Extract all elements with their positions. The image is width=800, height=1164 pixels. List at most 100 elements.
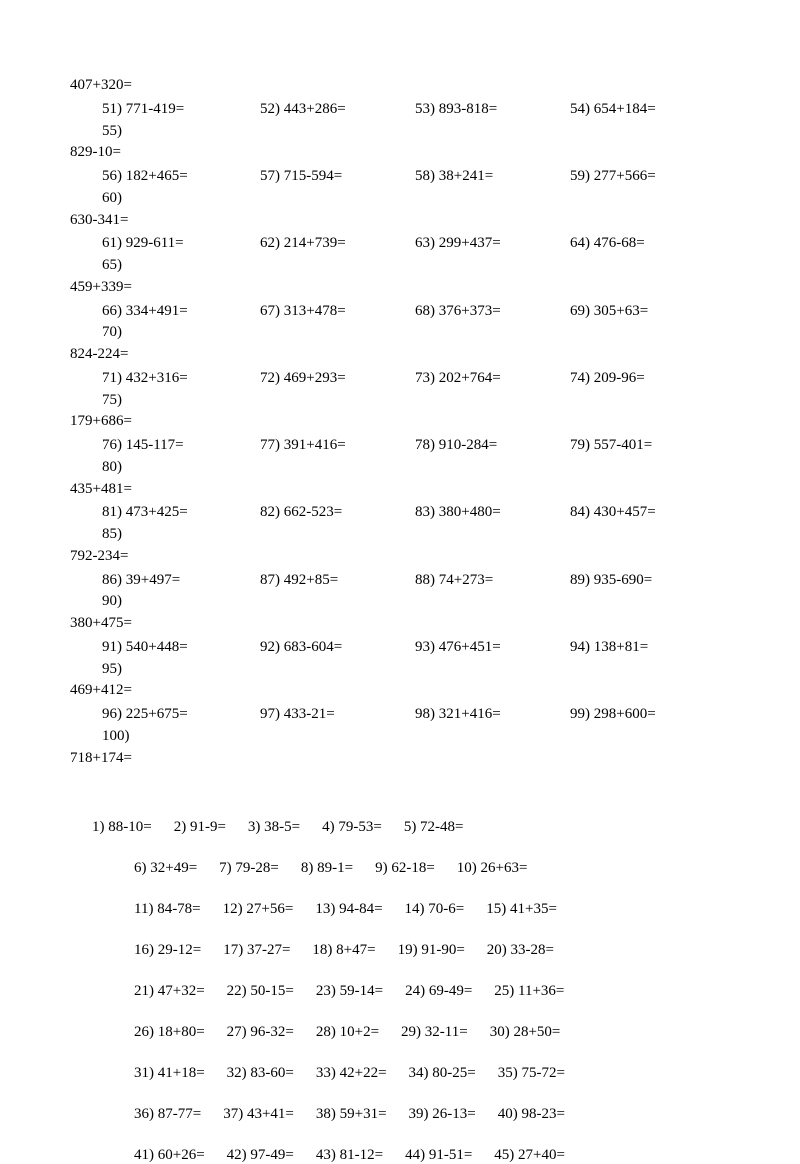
problem-item: 83) 380+480= [415,502,570,524]
problem-group: 86) 39+497=87) 492+85=88) 74+273=89) 935… [70,570,730,635]
wrapped-problem: 459+339= [70,277,730,299]
problem-row: 26) 18+80=27) 96-32=28) 10+2=29) 32-11=3… [92,1024,730,1041]
wrapped-problem: 380+475= [70,613,730,635]
problem-number-trailing: 60) [102,188,122,210]
problem-item: 97) 433-21= [260,704,415,726]
problem-item: 73) 202+764= [415,368,570,390]
problem-line: 66) 334+491=67) 313+478=68) 376+373=69) … [70,301,730,345]
problem-item: 84) 430+457= [570,502,725,524]
problem-row: 1) 88-10=2) 91-9=3) 38-5=4) 79-53=5) 72-… [92,819,730,836]
problem-item: 74) 209-96= [570,368,725,390]
problem-group: 91) 540+448=92) 683-604=93) 476+451=94) … [70,637,730,702]
problem-item: 10) 26+63= [457,860,528,877]
wrapped-problem: 179+686= [70,411,730,433]
problem-item: 56) 182+465= [102,166,260,188]
problem-item: 22) 50-15= [227,983,294,1000]
problem-group: 71) 432+316=72) 469+293=73) 202+764=74) … [70,368,730,433]
problem-item: 42) 97-49= [227,1147,294,1164]
problem-item: 43) 81-12= [316,1147,383,1164]
problem-item: 6) 32+49= [134,860,197,877]
problem-item: 92) 683-604= [260,637,415,659]
problem-line: 86) 39+497=87) 492+85=88) 74+273=89) 935… [70,570,730,614]
problem-item: 32) 83-60= [227,1065,294,1082]
problem-item: 34) 80-25= [409,1065,476,1082]
wrapped-problem: 829-10= [70,142,730,164]
problem-number-trailing: 90) [102,591,122,613]
problem-line: 76) 145-117=77) 391+416=78) 910-284=79) … [70,435,730,479]
problem-number-trailing: 55) [102,121,122,143]
problem-item: 26) 18+80= [134,1024,205,1041]
problem-item: 16) 29-12= [134,942,201,959]
problem-item: 15) 41+35= [486,901,557,918]
problem-item: 94) 138+81= [570,637,725,659]
problem-item: 30) 28+50= [490,1024,561,1041]
problem-number-trailing: 95) [102,659,122,681]
problem-item: 41) 60+26= [134,1147,205,1164]
problem-item: 28) 10+2= [316,1024,379,1041]
problem-item: 11) 84-78= [134,901,201,918]
problem-item: 53) 893-818= [415,99,570,121]
problem-item: 33) 42+22= [316,1065,387,1082]
problem-item: 66) 334+491= [102,301,260,323]
problem-item: 88) 74+273= [415,570,570,592]
problem-group: 51) 771-419=52) 443+286=53) 893-818=54) … [70,99,730,164]
problem-item: 20) 33-28= [487,942,554,959]
problem-item: 23) 59-14= [316,983,383,1000]
problem-item: 57) 715-594= [260,166,415,188]
problem-item: 61) 929-611= [102,233,260,255]
problem-item: 5) 72-48= [404,819,464,836]
problem-item: 25) 11+36= [494,983,564,1000]
problem-group: 61) 929-611=62) 214+739=63) 299+437=64) … [70,233,730,298]
problem-item: 39) 26-13= [409,1106,476,1123]
problem-item: 98) 321+416= [415,704,570,726]
problem-row: 36) 87-77=37) 43+41=38) 59+31=39) 26-13=… [92,1106,730,1123]
problem-item: 38) 59+31= [316,1106,387,1123]
problem-row: 6) 32+49= 7) 79-28= 8) 89-1= 9) 62-18= 10) 2… [92,860,730,877]
problem-item: 29) 32-11= [401,1024,468,1041]
problem-row: 11) 84-78=12) 27+56=13) 94-84=14) 70-6=1… [92,901,730,918]
problem-row: 21) 47+32=22) 50-15=23) 59-14=24) 69-49=… [92,983,730,1000]
problem-item: 45) 27+40= [494,1147,565,1164]
problem-item: 81) 473+425= [102,502,260,524]
problem-item: 12) 27+56= [223,901,294,918]
problem-item: 79) 557-401= [570,435,725,457]
problem-item: 93) 476+451= [415,637,570,659]
wrapped-problem: 630-341= [70,210,730,232]
problem-item: 91) 540+448= [102,637,260,659]
wrapped-problem: 718+174= [70,748,730,770]
problem-number-trailing: 75) [102,390,122,412]
problem-number-trailing: 85) [102,524,122,546]
problem-number-trailing: 65) [102,255,122,277]
problem-line: 51) 771-419=52) 443+286=53) 893-818=54) … [70,99,730,143]
problem-row: 31) 41+18=32) 83-60=33) 42+22=34) 80-25=… [92,1065,730,1082]
problem-item: 4) 79-53= [322,819,382,836]
problem-item: 68) 376+373= [415,301,570,323]
wrapped-problem: 792-234= [70,546,730,568]
problem-item: 18) 8+47= [312,942,375,959]
problem-item: 51) 771-419= [102,99,260,121]
wrapped-problem: 435+481= [70,479,730,501]
problem-item: 7) 79-28= [219,860,279,877]
problem-group: 66) 334+491=67) 313+478=68) 376+373=69) … [70,301,730,366]
problem-item: 59) 277+566= [570,166,725,188]
problem-item: 9) 62-18= [375,860,435,877]
problem-number-trailing: 80) [102,457,122,479]
problem-item: 19) 91-90= [398,942,465,959]
problem-item: 86) 39+497= [102,570,260,592]
math-problems-section-two: 1) 88-10=2) 91-9=3) 38-5=4) 79-53=5) 72-… [70,819,730,1164]
problem-item: 72) 469+293= [260,368,415,390]
problem-item: 82) 662-523= [260,502,415,524]
problem-line: 81) 473+425=82) 662-523=83) 380+480=84) … [70,502,730,546]
problem-item: 2) 91-9= [174,819,226,836]
problem-item: 14) 70-6= [405,901,465,918]
problem-item: 17) 37-27= [223,942,290,959]
math-problems-section-one: 407+320= 51) 771-419=52) 443+286=53) 893… [70,75,730,769]
problem-item: 71) 432+316= [102,368,260,390]
problem-item: 63) 299+437= [415,233,570,255]
problem-item: 1) 88-10= [92,819,152,836]
problem-line: 96) 225+675=97) 433-21=98) 321+416=99) 2… [70,704,730,748]
problem-item: 36) 87-77= [134,1106,201,1123]
problem-item: 8) 89-1= [301,860,353,877]
problem-row: 41) 60+26=42) 97-49=43) 81-12=44) 91-51=… [92,1147,730,1164]
problem-line: 71) 432+316=72) 469+293=73) 202+764=74) … [70,368,730,412]
